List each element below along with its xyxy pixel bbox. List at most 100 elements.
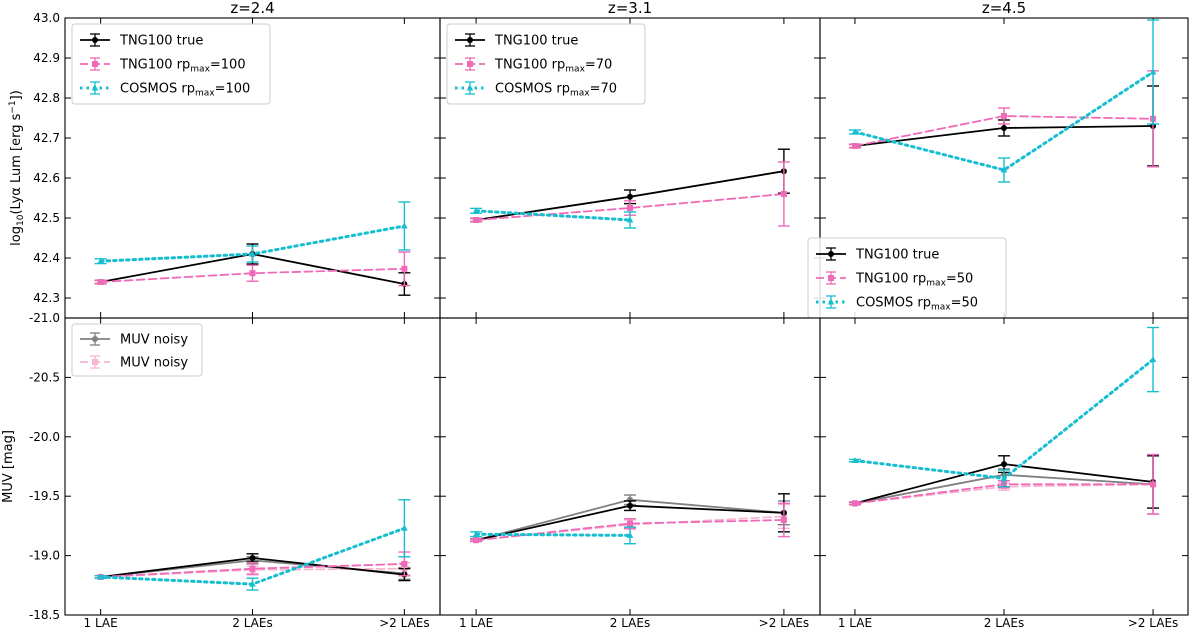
series-tng100-rpmax-50-point [1001, 113, 1007, 119]
series-cosmos-rpmax-100-point [401, 524, 408, 531]
series-cosmos-rpmax-50-point [1000, 474, 1008, 481]
legend-handle-marker [92, 359, 98, 365]
y-tick-label: 42.4 [33, 251, 60, 265]
legend-handle-marker [91, 84, 99, 91]
legend-handle-marker [92, 336, 98, 342]
y-tick-label: -19.5 [29, 489, 60, 503]
series-cosmos-rpmax-100-point [249, 250, 256, 257]
series-tng100-rpmax-70-point [473, 217, 480, 223]
legend-handle-marker [467, 61, 473, 67]
x-tick-label: 2 LAEs [984, 616, 1024, 630]
y-tick-label: 42.7 [33, 131, 60, 145]
series-cosmos-rpmax-50-point [851, 457, 859, 464]
x-tick-label: 1 LAE [459, 616, 493, 630]
series-tng100-rpmax-100-point [97, 279, 104, 285]
legend-handle-marker [827, 298, 835, 305]
panel-top_row-1: TNG100 true TNG100 rpmax=70 COSMOS rpmax=7… [439, 17, 821, 319]
series-cosmos-rpmax-50-point [1149, 356, 1157, 363]
x-tick-label: >2 LAEs [379, 616, 430, 630]
series-tng100-rpmax-70-point [780, 191, 787, 197]
y-axis-label-bottom: MUV [mag] [1, 430, 16, 503]
legend-box [446, 23, 646, 105]
x-tick-label: 2 LAEs [610, 616, 650, 630]
series-cosmos-rpmax-70-point [472, 207, 480, 214]
y-tick-label: 42.8 [33, 91, 60, 105]
panel-frame [439, 317, 821, 616]
series-tng100-rpmax-50-point [851, 143, 858, 149]
y-tick-label: -21.0 [29, 311, 60, 325]
series-cosmos-rpmax-70-line [474, 209, 632, 222]
series-cosmos-rpmax-100-point [97, 573, 104, 580]
series-cosmos-rpmax-50-point [1149, 68, 1157, 75]
x-tick-label: 2 LAEs [232, 616, 272, 630]
legend-label: COSMOS rpmax=70 [495, 82, 617, 99]
legend-handle-marker [92, 61, 98, 67]
data-layer [94, 201, 411, 296]
series-cosmos-rpmax-100-point [97, 257, 104, 264]
legend-label: TNG100 true [855, 248, 939, 263]
x-tick-label: >2 LAEs [1128, 616, 1179, 630]
y-tick-label: 42.6 [33, 171, 60, 185]
series-tng100-true-point [1001, 125, 1007, 131]
series-tng100-rpmax-50-point [851, 500, 858, 507]
column-title: z=2.4 [230, 0, 274, 17]
series-tng100-rpmax-70-point [627, 205, 633, 211]
data-layer [94, 499, 411, 591]
legend-label: MUV noisy [120, 356, 188, 371]
data-layer [848, 19, 1160, 183]
legend-handle-marker [828, 275, 834, 281]
legend-label: MUV noisy [120, 333, 188, 348]
panel-top_row-0: 43.0 42.9 42.8 42.7 42.6 42.5 42.4 42.3 TNG100 t… [33, 11, 441, 319]
y-axis-label-top: log10(Lyα Lum [erg s−1]) [8, 90, 26, 246]
y-tick-label: 42.5 [33, 211, 60, 225]
series-tng100-true-point [249, 554, 256, 561]
legend-label: COSMOS rpmax=50 [856, 296, 978, 313]
legend-handle-marker [828, 251, 834, 257]
legend-label: TNG100 rpmax=50 [855, 272, 973, 289]
legend-box [71, 23, 271, 105]
series-tng100-rpmax-100-point [401, 265, 408, 272]
panel-frame [819, 317, 1189, 616]
y-tick-label: -18.5 [29, 608, 60, 622]
data-layer [470, 493, 790, 545]
data-layer [848, 326, 1160, 515]
series-tng100-rpmax-100-point [401, 560, 408, 567]
y-tick-label: -19.0 [29, 549, 60, 563]
series-cosmos-rpmax-70-line [474, 532, 632, 537]
series-cosmos-rpmax-50-point [1000, 166, 1008, 173]
y-tick-label: -20.5 [29, 370, 60, 384]
legend-label: TNG100 true [494, 34, 578, 49]
series-cosmos-rpmax-100-point [401, 222, 408, 229]
series-tng100-rpmax-70-point [780, 516, 787, 523]
panel-bottom_row-1: 1 LAE 2 LAEs >2 LAEs [439, 317, 821, 630]
series-cosmos-rpmax-50-line [853, 70, 1155, 172]
series-tng100-rpmax-70-point [627, 520, 633, 527]
series-cosmos-rpmax-70-point [472, 530, 480, 537]
y-tick-label: -20.0 [29, 430, 60, 444]
legend-handle-marker [467, 37, 473, 43]
legend-handle-marker [92, 37, 98, 43]
x-tick-label: 1 LAE [838, 616, 872, 630]
y-tick-label: 42.3 [33, 291, 60, 305]
data-layer [470, 148, 790, 229]
series-tng100-rpmax-70-line [475, 193, 785, 221]
y-tick-label: 43.0 [33, 11, 60, 25]
legend-label: COSMOS rpmax=100 [120, 82, 250, 99]
y-tick-label: 42.9 [33, 51, 60, 65]
legend-label: TNG100 rpmax=70 [494, 58, 612, 75]
panel-top_row-2: TNG100 true TNG100 rpmax=50 COSMOS rpmax=5… [807, 17, 1189, 319]
series-tng100-true-point [1001, 461, 1007, 468]
legend-label: TNG100 rpmax=100 [119, 58, 246, 75]
column-title: z=3.1 [608, 0, 652, 17]
panel-bottom_row-2: 1 LAE 2 LAEs >2 LAEs [819, 317, 1189, 630]
series-tng100-rpmax-70-point [473, 537, 480, 544]
series-tng100-rpmax-100-point [249, 270, 256, 277]
column-title: z=4.5 [982, 0, 1026, 17]
series-tng100-rpmax-100-point [249, 565, 256, 572]
series-tng100-rpmax-50-point [1150, 481, 1157, 488]
x-tick-label: 1 LAE [84, 616, 118, 630]
series-cosmos-rpmax-50-point [851, 128, 859, 135]
series-tng100-true-point [627, 502, 633, 509]
